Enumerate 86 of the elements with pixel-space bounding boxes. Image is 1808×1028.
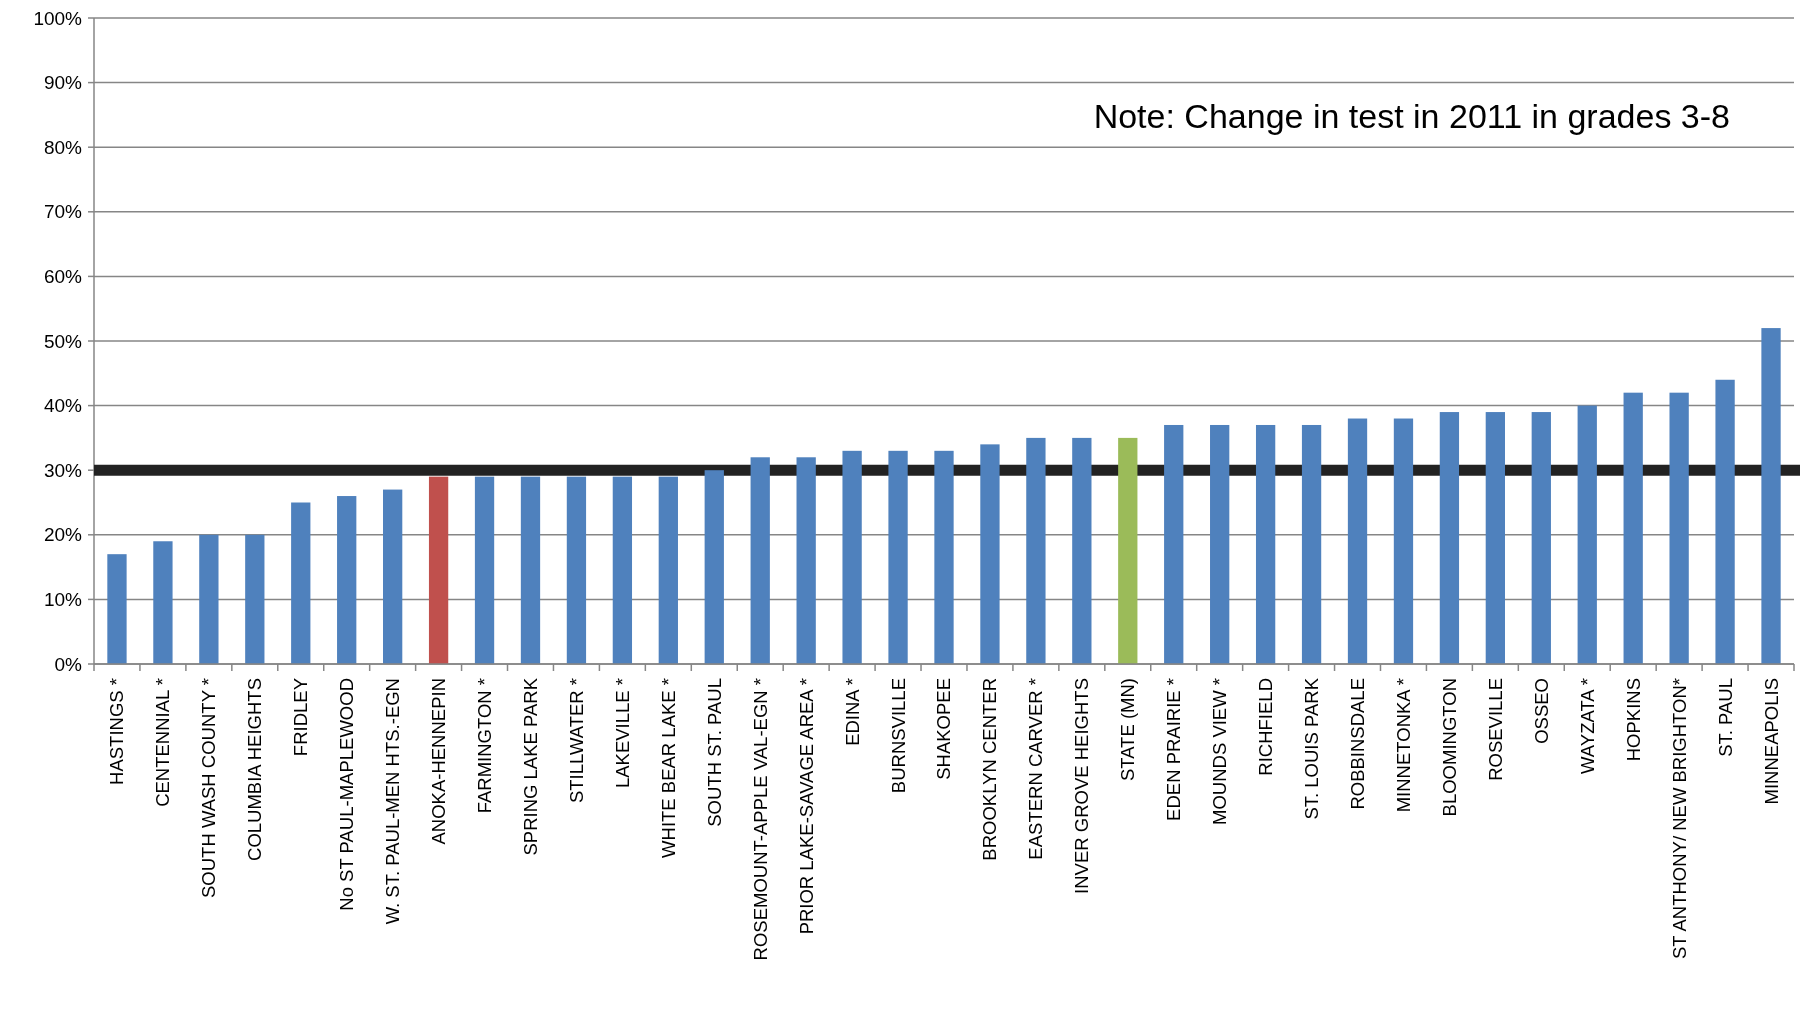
- bar: [1072, 437, 1092, 664]
- x-tick-label: No ST PAUL-MAPLEWOOD: [336, 678, 358, 911]
- x-tick-label: ST ANTHONY/ NEW BRIGHTON*: [1668, 678, 1690, 959]
- y-tick-label: 60%: [43, 266, 83, 288]
- x-tick-label: FARMINGTON *: [474, 678, 496, 814]
- bar: [1485, 412, 1505, 664]
- y-tick-label: 20%: [43, 524, 83, 546]
- bar: [291, 502, 311, 664]
- x-tick-label: MINNEAPOLIS: [1760, 678, 1782, 805]
- bar: [612, 476, 633, 664]
- x-tick-label: ROSEVILLE: [1484, 678, 1506, 781]
- x-tick-label: HOPKINS: [1622, 678, 1644, 762]
- y-tick-label: 50%: [43, 330, 83, 352]
- x-tick-label: RICHFIELD: [1255, 678, 1277, 776]
- x-tick-label: SOUTH ST. PAUL: [703, 678, 725, 827]
- x-tick-label: ROSEMOUNT-APPLE VAL-EGN *: [749, 678, 771, 961]
- bar: [520, 476, 541, 664]
- x-tick-label: ANOKA-HENNEPIN: [428, 678, 450, 845]
- x-tick-label: WAYZATA *: [1576, 678, 1598, 774]
- bar: [842, 450, 862, 664]
- x-tick-label: WHITE BEAR LAKE *: [657, 678, 679, 858]
- bar: [704, 470, 724, 664]
- bar: [337, 496, 357, 664]
- bar: [1531, 412, 1551, 664]
- bar: [980, 444, 1000, 664]
- x-tick-label: ROBBINSDALE: [1346, 678, 1368, 810]
- y-tick-label: 10%: [43, 589, 83, 611]
- annotation: Note: Change in test in 2011 in grades 3-8: [1093, 97, 1730, 135]
- bar: [796, 457, 816, 664]
- y-tick-label: 70%: [43, 201, 83, 223]
- bar: [1669, 392, 1689, 664]
- x-tick-label: SPRING LAKE PARK: [519, 677, 541, 856]
- x-tick-label: LAKEVILLE *: [611, 678, 633, 789]
- bar: [153, 541, 173, 664]
- bar: [1715, 379, 1735, 664]
- bar: [474, 476, 495, 664]
- x-tick-label: STILLWATER *: [565, 678, 587, 804]
- x-tick-label: MINNETONKA *: [1392, 678, 1414, 813]
- bar: [428, 476, 449, 664]
- y-tick-label: 80%: [43, 136, 83, 158]
- x-tick-label: FRIDLEY: [290, 678, 312, 757]
- x-tick-label: COLUMBIA HEIGHTS: [244, 678, 266, 861]
- bar: [658, 476, 678, 664]
- x-tick-label: MOUNDS VIEW *: [1209, 678, 1231, 825]
- bar: [566, 476, 587, 664]
- y-tick-label: 30%: [43, 459, 83, 481]
- x-tick-label: PRIOR LAKE-SAVAGE AREA *: [795, 678, 817, 935]
- bar: [1439, 412, 1460, 664]
- y-tick-label: 40%: [43, 395, 83, 417]
- x-tick-label: BURNSVILLE: [887, 678, 909, 794]
- x-tick-label: STATE (MN): [1117, 678, 1139, 782]
- bar: [1210, 424, 1230, 664]
- x-tick-label: CENTENNIAL *: [152, 678, 174, 807]
- bar: [1301, 424, 1322, 664]
- x-tick-label: SOUTH WASH COUNTY *: [198, 678, 220, 898]
- bar: [934, 450, 954, 664]
- bar: [1026, 437, 1046, 664]
- x-tick-label: EASTERN CARVER *: [1025, 678, 1047, 860]
- y-tick-label: 100%: [33, 7, 83, 29]
- x-tick-label: EDINA *: [841, 678, 863, 746]
- bar: [1347, 418, 1368, 664]
- bar: [1577, 405, 1597, 664]
- bar: [1255, 424, 1276, 664]
- x-tick-label: OSSEO: [1530, 678, 1552, 744]
- bar: [199, 534, 219, 664]
- bar: [245, 534, 265, 664]
- x-tick-label: ST. PAUL: [1714, 678, 1736, 757]
- x-tick-label: SHAKOPEE: [933, 678, 955, 780]
- bar: [1761, 328, 1781, 664]
- y-tick-label: 0%: [54, 653, 83, 675]
- bar: [383, 489, 403, 664]
- bar: [1393, 418, 1414, 664]
- bar: [888, 450, 908, 664]
- x-tick-label: INVER GROVE HEIGHTS: [1071, 678, 1093, 894]
- x-tick-label: W. ST. PAUL-MEN HTS.-EGN: [382, 678, 404, 925]
- bar: [750, 457, 770, 664]
- x-tick-label: BROOKLYN CENTER: [979, 678, 1001, 861]
- bar: [1118, 437, 1138, 664]
- x-tick-label: BLOOMINGTON: [1438, 678, 1460, 817]
- x-tick-label: EDEN PRAIRIE *: [1163, 678, 1185, 821]
- bar: [1164, 424, 1184, 664]
- x-tick-label: HASTINGS *: [106, 678, 128, 785]
- y-tick-label: 90%: [43, 72, 83, 94]
- bar: [107, 554, 127, 664]
- x-tick-label: ST. LOUIS PARK: [1301, 677, 1323, 820]
- bar: [1623, 392, 1643, 664]
